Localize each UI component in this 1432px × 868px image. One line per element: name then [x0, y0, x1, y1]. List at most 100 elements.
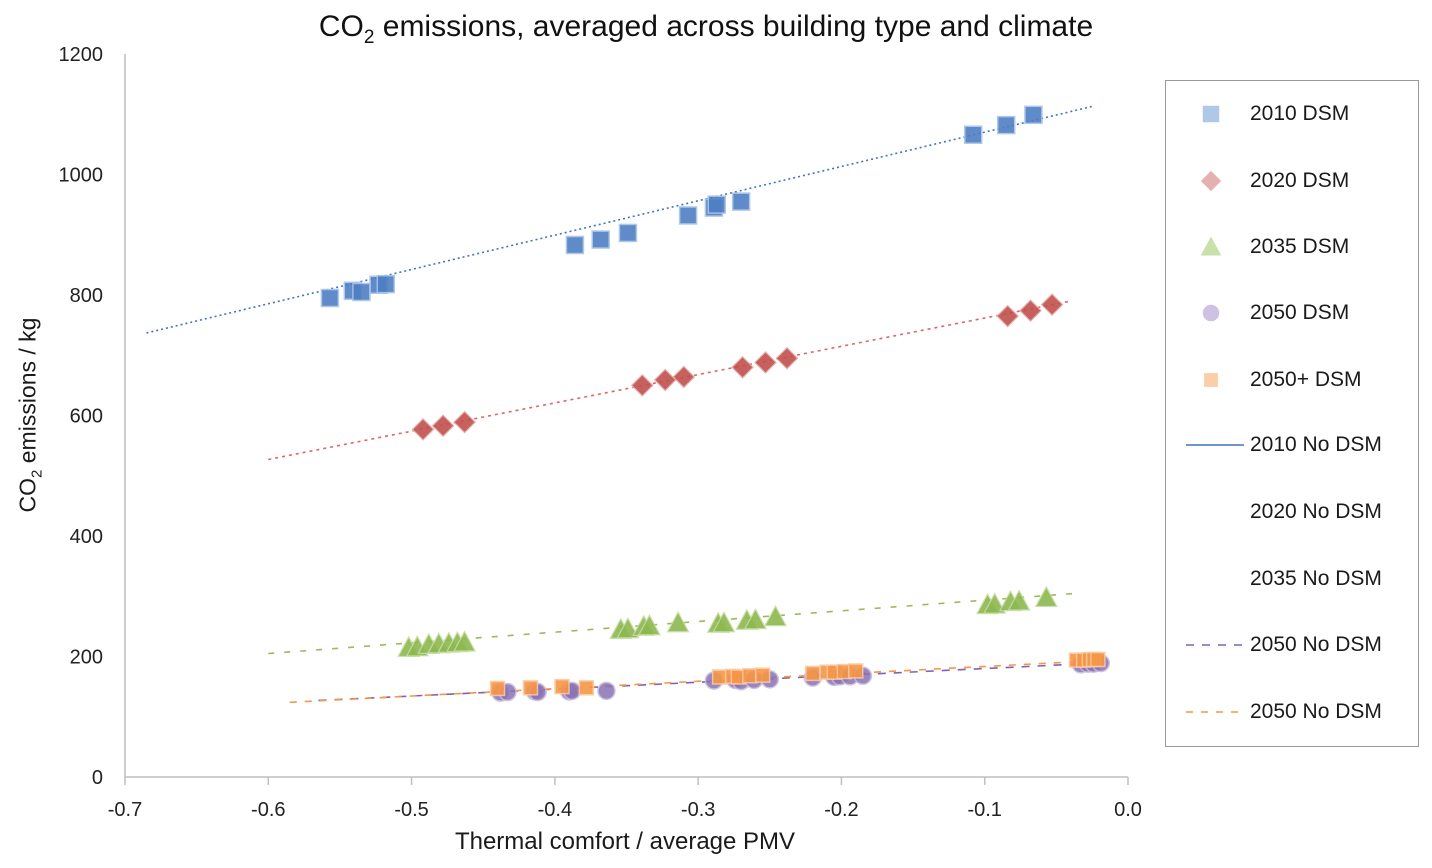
legend-symbol — [1202, 304, 1220, 322]
y-tick-label: 1000 — [59, 165, 104, 187]
legend-label: 2035 DSM — [1250, 235, 1350, 258]
axes: -0.7 -0.6 -0.5 -0.4 -0.3 -0.2 -0.1 0.0 0 200 400 60… — [59, 44, 1142, 821]
data-point — [376, 274, 396, 294]
data-point — [964, 125, 983, 144]
legend-symbol — [1186, 711, 1244, 713]
legend-marker — [1204, 373, 1218, 387]
data-point — [754, 351, 777, 374]
data-point — [672, 365, 696, 389]
legend-symbol — [1200, 170, 1222, 192]
legend-marker — [1200, 236, 1222, 256]
legend-marker — [1200, 170, 1222, 192]
legend-marker — [1202, 304, 1220, 322]
legend-item: 2050 No DSM — [1166, 625, 1418, 665]
legend-item: 2050+ DSM — [1166, 360, 1418, 400]
x-tick-label: -0.5 — [394, 799, 428, 821]
legend-item: 2010 DSM — [1166, 94, 1418, 134]
legend-label: 2050 No DSM — [1250, 633, 1382, 656]
chart-title: CO2 emissions, averaged across building … — [318, 10, 1094, 48]
legend-symbol — [1178, 559, 1244, 599]
legend-item: 2035 DSM — [1166, 227, 1418, 267]
data-point — [653, 368, 677, 392]
data-point — [591, 230, 610, 249]
data-point — [754, 667, 771, 683]
data-point — [597, 681, 616, 701]
data-point — [616, 616, 640, 639]
x-tick-label: -0.4 — [538, 799, 572, 821]
data-point — [565, 235, 585, 255]
legend-marker — [1202, 105, 1220, 123]
data-point — [637, 613, 661, 636]
data-point — [489, 680, 506, 697]
data-point — [666, 610, 690, 633]
data-point — [1040, 293, 1064, 317]
legend-item: 2035 No DSM — [1166, 559, 1418, 599]
data-points — [320, 105, 1111, 702]
trend-lines — [146, 105, 1093, 704]
data-point — [805, 665, 821, 682]
data-point — [707, 195, 727, 214]
x-tick-label: 0.0 — [1114, 799, 1142, 821]
trend-line — [289, 660, 1086, 704]
data-point — [578, 680, 595, 696]
y-tick-label: 600 — [70, 406, 103, 428]
legend: 2010 DSM 2020 DSM 2035 DSM 2050 DSM 2050+ DS… — [1165, 80, 1419, 747]
legend-symbol — [1204, 373, 1218, 387]
data-point — [742, 668, 758, 684]
legend-symbol — [1202, 105, 1220, 123]
legend-label: 2020 DSM — [1250, 169, 1350, 192]
data-point — [352, 282, 371, 302]
x-tick-label: -0.7 — [108, 799, 142, 821]
y-tick-label: 800 — [70, 285, 103, 307]
data-point — [763, 604, 788, 627]
legend-symbol — [1186, 644, 1244, 646]
data-point — [848, 663, 864, 679]
data-point — [522, 680, 539, 696]
legend-item: 2050 DSM — [1166, 293, 1418, 333]
data-point — [630, 373, 654, 397]
x-axis-label: Thermal comfort / average PMV — [454, 828, 796, 855]
data-point — [1007, 589, 1031, 611]
legend-label: 2010 No DSM — [1250, 433, 1382, 456]
data-point — [453, 410, 476, 434]
legend-label: 2020 No DSM — [1250, 500, 1382, 523]
y-tick-label: 1200 — [59, 44, 104, 66]
legend-item: 2020 DSM — [1166, 161, 1418, 201]
data-point — [775, 346, 799, 370]
data-point — [1024, 105, 1043, 125]
data-point — [731, 355, 754, 379]
data-point — [618, 223, 638, 243]
x-tick-label: -0.3 — [681, 799, 715, 821]
data-point — [996, 304, 1020, 328]
data-point — [411, 417, 435, 441]
trend-line — [318, 662, 1086, 702]
legend-label: 2035 No DSM — [1250, 567, 1382, 590]
y-axis-label: CO2 emissions / kg — [14, 317, 46, 513]
data-point — [554, 678, 570, 695]
legend-label: 2050 DSM — [1250, 301, 1350, 324]
legend-symbol — [1186, 444, 1244, 446]
x-tick-label: -0.2 — [824, 799, 858, 821]
legend-item: 2010 No DSM — [1166, 425, 1418, 465]
data-point — [1019, 299, 1042, 323]
data-point — [731, 192, 751, 211]
data-point — [431, 414, 455, 438]
legend-symbol — [1200, 236, 1222, 256]
legend-item: 2050 No DSM — [1166, 692, 1418, 732]
x-tick-label: -0.1 — [967, 799, 1001, 821]
data-point — [453, 630, 477, 652]
data-point — [1034, 585, 1058, 608]
data-point — [996, 115, 1016, 135]
trend-line — [146, 105, 1093, 334]
data-point — [320, 288, 340, 308]
data-point — [711, 669, 728, 685]
y-tick-label: 200 — [70, 647, 103, 669]
y-tick-label: 0 — [92, 767, 103, 789]
data-point — [678, 206, 698, 225]
data-point — [712, 610, 736, 633]
data-point — [1090, 651, 1106, 668]
data-point — [743, 607, 768, 630]
y-tick-label: 400 — [70, 526, 103, 548]
